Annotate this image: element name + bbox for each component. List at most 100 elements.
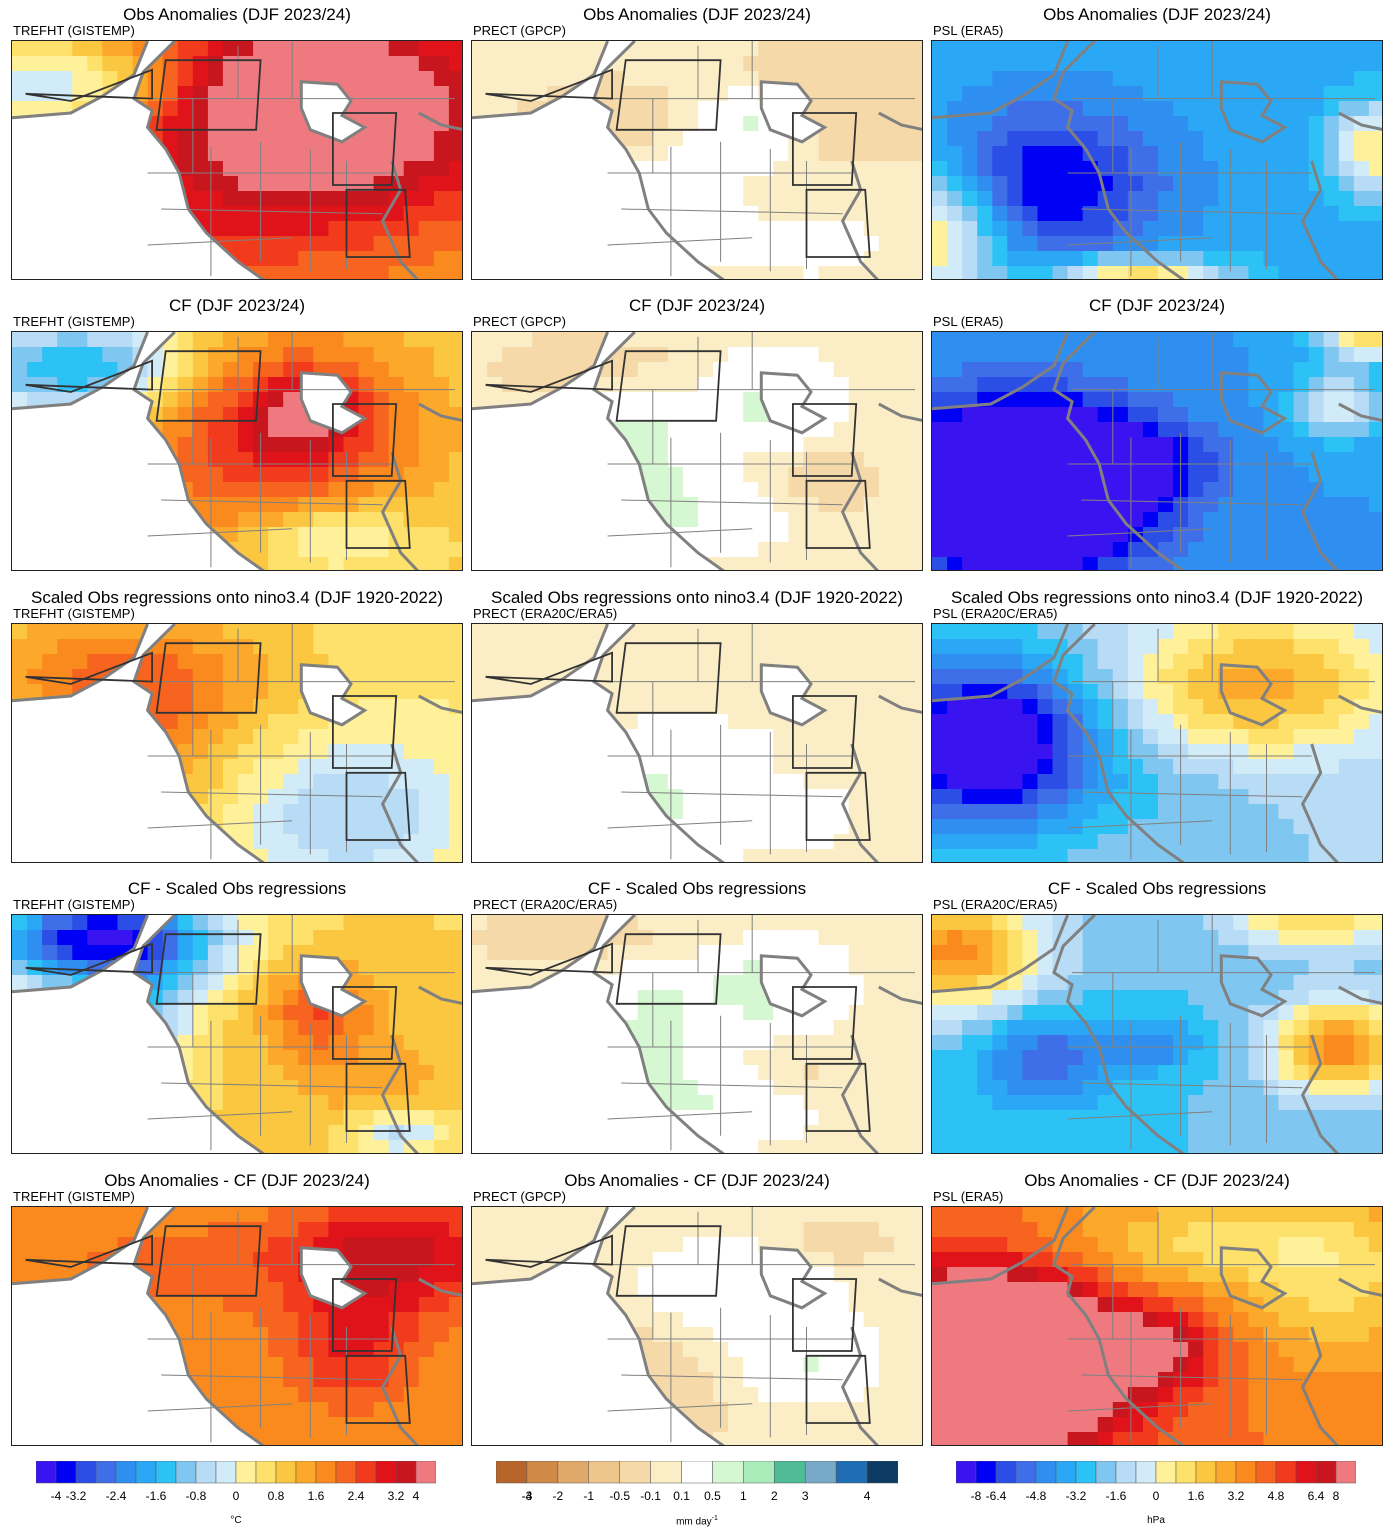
field-cell (1203, 482, 1219, 498)
map-frame (471, 40, 923, 280)
field-cell (1158, 789, 1174, 805)
field-cell (1248, 176, 1265, 192)
field-cell (758, 161, 774, 177)
field-cell (238, 467, 254, 483)
field-cell (1142, 236, 1159, 252)
field-cell (788, 624, 805, 640)
field-cell (1323, 482, 1340, 498)
field-cell (448, 945, 462, 961)
field-cell (1293, 422, 1310, 438)
field-cell (358, 41, 375, 57)
field-cell (298, 161, 314, 177)
map-field (472, 624, 922, 862)
field-cell (652, 131, 669, 147)
field-cell (253, 41, 269, 57)
field-cell (222, 101, 239, 117)
field-cell (448, 347, 462, 363)
field-cell (1353, 789, 1370, 805)
field-cell (908, 729, 922, 745)
field-cell (1188, 392, 1204, 408)
field-cell (1007, 527, 1023, 543)
field-cell (1022, 849, 1039, 862)
field-cell (517, 915, 533, 931)
field-cell (358, 624, 375, 640)
field-cell (1112, 624, 1129, 640)
field-cell (682, 86, 699, 102)
field-cell (1082, 669, 1099, 685)
field-cell (977, 512, 993, 528)
field-cell (637, 669, 654, 685)
field-cell (1368, 789, 1382, 805)
field-cell (758, 915, 774, 931)
field-cell (418, 377, 435, 393)
field-cell (147, 699, 164, 715)
field-cell (403, 1005, 420, 1021)
field-cell (908, 437, 922, 453)
field-cell (1248, 849, 1265, 862)
field-cell (192, 699, 209, 715)
field-cell (268, 71, 284, 87)
field-cell (388, 945, 405, 961)
field-cell (893, 191, 910, 207)
coastline (932, 332, 1382, 570)
field-cell (1037, 266, 1054, 279)
field-cell (1338, 191, 1355, 207)
field-cell (222, 684, 239, 700)
field-cell (448, 714, 462, 730)
field-cell (1082, 332, 1099, 348)
field-cell (908, 512, 922, 528)
field-cell (1278, 71, 1295, 87)
field-cell (1052, 699, 1069, 715)
field-cell (12, 915, 28, 931)
field-cell (637, 437, 654, 453)
field-cell (328, 915, 345, 931)
field-cell (1323, 56, 1340, 72)
field-cell (893, 684, 910, 700)
field-cell (283, 437, 299, 453)
field-cell (1112, 101, 1129, 117)
field-cell (977, 714, 993, 730)
field-cell (932, 452, 948, 468)
field-cell (1188, 729, 1204, 745)
field-cell (87, 624, 103, 640)
field-cell (343, 41, 360, 57)
field-cell (448, 624, 462, 640)
field-cell (932, 482, 948, 498)
field-cell (803, 41, 820, 57)
field-cell (388, 407, 405, 423)
field-cell (517, 377, 533, 393)
field-cell (343, 744, 360, 760)
field-cell (27, 624, 43, 640)
field-cell (977, 251, 993, 267)
field-cell (893, 41, 910, 57)
field-cell (177, 71, 194, 87)
field-cell (908, 624, 922, 640)
field-cell (207, 377, 224, 393)
field-cell (102, 930, 119, 946)
field-cell (373, 1110, 390, 1126)
field-cell (1203, 332, 1219, 348)
field-cell (652, 654, 669, 670)
field-cell (977, 56, 993, 72)
field-cell (532, 71, 548, 87)
field-cell (192, 467, 209, 483)
field-cell (1173, 699, 1189, 715)
field-cell (947, 161, 963, 177)
field-cell (1248, 251, 1265, 267)
field-cell (328, 1065, 345, 1081)
field-cell (177, 41, 194, 57)
field-cell (1022, 146, 1039, 162)
field-cell (298, 1140, 314, 1153)
field-cell (947, 266, 963, 279)
field-cell (283, 714, 299, 730)
field-cell (833, 639, 850, 655)
field-cell (1353, 527, 1370, 543)
field-cell (758, 542, 774, 558)
field-cell (343, 1095, 360, 1111)
field-cell (932, 497, 948, 513)
field-cell (1173, 654, 1189, 670)
field-cell (298, 482, 314, 498)
field-cell (848, 347, 865, 363)
field-cell (1082, 116, 1099, 132)
field-cell (947, 56, 963, 72)
